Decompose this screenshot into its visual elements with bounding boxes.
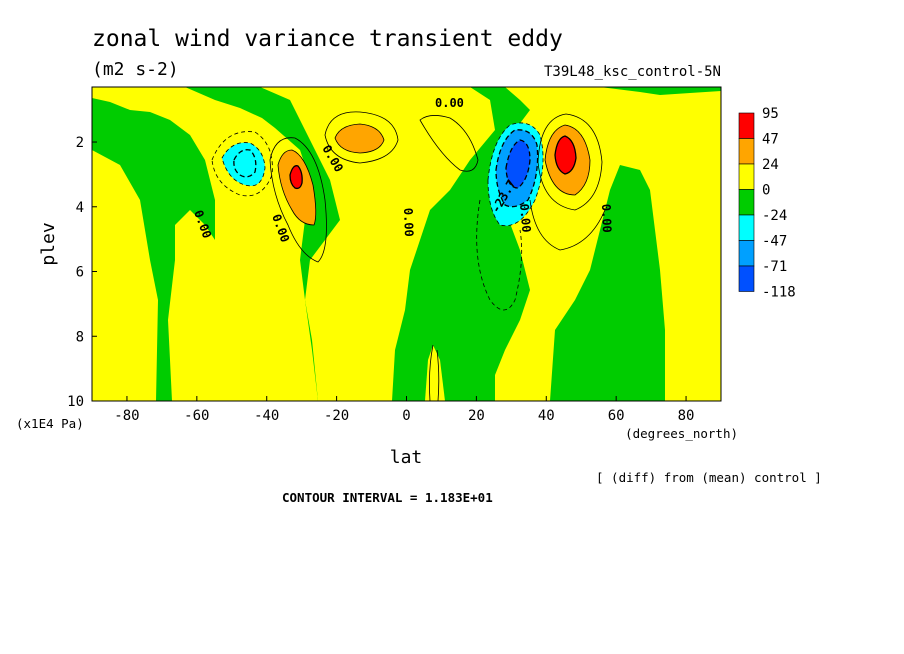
contour-label: 0.00: [435, 96, 464, 110]
contour-label: 0.00: [401, 208, 416, 237]
colorbar-level-label: -71: [762, 259, 787, 275]
colorbar-swatch: [738, 265, 755, 292]
y-axis-units: (x1E4 Pa): [16, 416, 84, 431]
y-tick-label: 10: [67, 394, 84, 410]
x-tick-label: 0: [402, 408, 410, 424]
y-axis: 2 4 6 8 10: [67, 135, 97, 410]
y-tick-label: 2: [76, 135, 84, 151]
colorbar-level-label: -118: [762, 285, 796, 301]
colorbar-swatch: [738, 240, 755, 267]
colorbar-level-label: -47: [762, 234, 787, 250]
x-tick-label: -80: [114, 408, 139, 424]
colorbar-swatch: [738, 163, 755, 190]
negative-cell-south: [222, 142, 265, 186]
positive-region-equator: [425, 345, 445, 401]
x-tick-label: 60: [608, 408, 625, 424]
x-tick-label: 20: [468, 408, 485, 424]
experiment-label: T39L48_ksc_control-5N: [544, 64, 721, 80]
contour-lines: [211, 111, 606, 401]
positive-region-east-strip: [640, 87, 721, 95]
positive-cell-mid: [335, 124, 384, 153]
x-tick-label: 40: [538, 408, 555, 424]
x-axis: -80 -60 -40 -20 0 20 40 60 80: [114, 396, 694, 424]
chart-title: zonal wind variance transient eddy: [92, 26, 563, 52]
positive-cell-north-peak: [555, 136, 576, 174]
x-tick-label: -40: [254, 408, 279, 424]
x-tick-label: -20: [324, 408, 349, 424]
colorbar-level-label: 47: [762, 132, 779, 148]
y-axis-label: plev: [38, 222, 59, 265]
units-label: (m2 s-2): [92, 59, 179, 80]
colorbar-level-label: 24: [762, 157, 779, 173]
colorbar-level-label: -24: [762, 208, 787, 224]
contour-interval: CONTOUR INTERVAL = 1.183E+01: [282, 490, 493, 505]
colorbar-swatch: [738, 138, 755, 165]
negative-cell-north-inner: [506, 140, 530, 188]
x-axis-units: (degrees_north): [625, 426, 738, 441]
x-axis-label: lat: [390, 447, 423, 468]
y-tick-label: 8: [76, 329, 84, 345]
colorbar-swatch: [738, 189, 755, 216]
y-tick-label: 4: [76, 200, 84, 216]
positive-region-central: [260, 87, 495, 401]
x-tick-label: -60: [184, 408, 209, 424]
colorbar-legend: 95 47 24 0 -24 -47 -71 -118: [738, 106, 796, 301]
colorbar-swatch: [738, 112, 755, 139]
contour-label: 0.00: [599, 204, 614, 233]
y-tick-label: 6: [76, 265, 84, 281]
colorbar-level-label: 0: [762, 183, 770, 199]
strong-contours: [233, 129, 577, 208]
x-tick-label: 80: [678, 408, 695, 424]
contour-label: 0.00: [517, 203, 533, 233]
positive-region-central-upper: [295, 87, 460, 110]
colorbar-level-label: 95: [762, 106, 779, 122]
positive-region-southpole: [92, 150, 158, 401]
diff-note: [ (diff) from (mean) control ]: [596, 470, 822, 485]
plot-area: 0.00 0.00 0.00 0.00 0.00 0.00 0.00 -23.7: [92, 87, 721, 401]
colorbar-swatch: [738, 214, 755, 241]
positive-cell-south-peak: [290, 165, 303, 189]
